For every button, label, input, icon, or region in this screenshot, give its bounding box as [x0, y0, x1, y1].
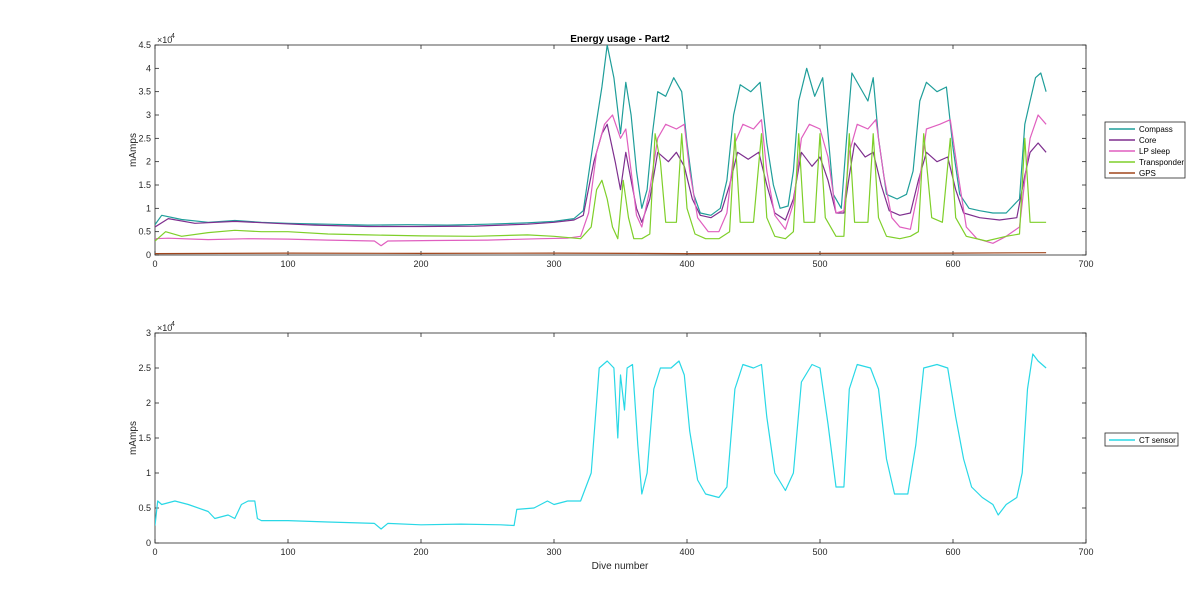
x-tick-label: 500: [812, 547, 827, 557]
y-exponent-power: 4: [171, 33, 175, 40]
x-tick-label: 200: [413, 259, 428, 269]
series-line-ct-sensor: [155, 353, 1047, 530]
x-axis-label: Dive number: [592, 561, 649, 572]
series-line-transponder: [155, 133, 1047, 242]
x-tick-label: 400: [679, 259, 694, 269]
legend-box: [1104, 121, 1186, 179]
energy-usage-chart: 0 100 200 300 400 500 600 700 0 0.5 1 1.5 2 2.5 3 3.5 4 4…: [128, 33, 1186, 269]
y-tick-label: 3: [146, 328, 151, 338]
series-line-gps: [155, 252, 1047, 255]
y-tick-label: 1.5: [138, 433, 151, 443]
axis-ticks: 0 100 200 300 400 500 600 700 0 0.5 1 1.5 2 2.5 3: [138, 328, 1093, 557]
series-layer: [155, 45, 1047, 255]
x-tick-label: 300: [546, 259, 561, 269]
x-tick-label: 400: [679, 547, 694, 557]
legend-label: CT sensor: [1139, 436, 1176, 445]
x-tick-label: 300: [546, 547, 561, 557]
series-layer: [155, 353, 1047, 530]
series-line-lp-sleep: [155, 114, 1047, 247]
y-tick-label: 3: [146, 110, 151, 120]
x-tick-label: 100: [280, 259, 295, 269]
y-axis-label: mAmps: [128, 421, 139, 455]
y-tick-label: 0.5: [138, 503, 151, 513]
x-tick-label: 0: [152, 547, 157, 557]
legend-label: Compass: [1139, 125, 1173, 134]
y-tick-label: 2.5: [138, 133, 151, 143]
y-tick-label: 1: [146, 468, 151, 478]
y-tick-label: 1: [146, 203, 151, 213]
series-line-compass: [155, 45, 1047, 226]
y-tick-label: 2: [146, 157, 151, 167]
legend: Compass Core LP sleep Transponder GPS: [1104, 121, 1186, 179]
legend: CT sensor: [1104, 432, 1179, 447]
y-tick-label: 4.5: [138, 40, 151, 50]
x-tick-label: 700: [1078, 259, 1093, 269]
y-exponent: ×10 4: [157, 33, 175, 45]
y-tick-label: 0.5: [138, 227, 151, 237]
y-tick-label: 4: [146, 63, 151, 73]
ct-sensor-chart: 0 100 200 300 400 500 600 700 0 0.5 1 1.5 2 2.5 3 Dive…: [128, 321, 1179, 572]
y-exponent-base: ×10: [157, 35, 172, 45]
x-tick-label: 500: [812, 259, 827, 269]
x-tick-label: 100: [280, 547, 295, 557]
y-tick-label: 2: [146, 398, 151, 408]
y-exponent: ×10 4: [157, 321, 175, 333]
y-tick-label: 0: [146, 250, 151, 260]
legend-label: GPS: [1139, 169, 1156, 178]
plot-area: [154, 332, 1087, 544]
x-tick-label: 200: [413, 547, 428, 557]
y-tick-label: 3.5: [138, 87, 151, 97]
y-exponent-base: ×10: [157, 323, 172, 333]
legend-box: [1104, 432, 1179, 447]
x-tick-label: 700: [1078, 547, 1093, 557]
legend-label: Core: [1139, 136, 1157, 145]
y-tick-label: 0: [146, 538, 151, 548]
chart-title: Energy usage - Part2: [570, 34, 670, 45]
y-tick-label: 2.5: [138, 363, 151, 373]
x-tick-label: 600: [945, 259, 960, 269]
y-axis-label: mAmps: [128, 133, 139, 167]
y-exponent-power: 4: [171, 321, 175, 328]
plot-area: [154, 44, 1087, 256]
series-line-core: [155, 123, 1047, 228]
x-tick-label: 600: [945, 547, 960, 557]
legend-label: Transponder: [1139, 158, 1184, 167]
x-tick-label: 0: [152, 259, 157, 269]
y-tick-label: 1.5: [138, 180, 151, 190]
legend-label: LP sleep: [1139, 147, 1171, 156]
